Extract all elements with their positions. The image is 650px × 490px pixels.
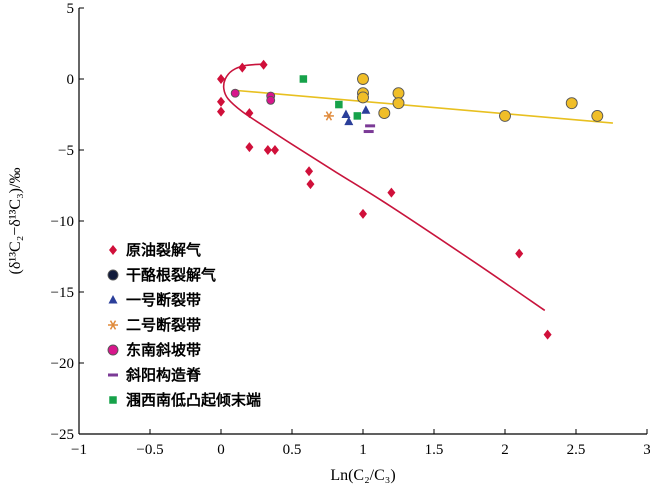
data-point (259, 59, 268, 70)
legend-marker (108, 320, 118, 330)
data-point (245, 142, 254, 153)
legend-label: 斜阳构造脊 (125, 366, 202, 384)
data-point (357, 91, 369, 104)
x-axis-label: Ln(C₂/C₃) (330, 467, 395, 484)
data-point (392, 97, 405, 110)
data-point (270, 145, 279, 155)
data-point (378, 107, 391, 120)
data-point (299, 75, 308, 83)
data-point (591, 109, 604, 122)
y-tick-label: −20 (51, 356, 74, 372)
y-tick-label: −5 (58, 143, 74, 159)
y-axis-label: (δ¹³C₂−δ¹³C₃)/‰ (7, 168, 24, 275)
data-point (357, 73, 369, 85)
data-point (217, 106, 225, 117)
data-points (217, 59, 604, 340)
legend-marker (108, 295, 118, 304)
data-point (305, 166, 314, 177)
y-tick-label: −15 (51, 285, 74, 301)
trend-lines (222, 63, 613, 312)
data-point (353, 112, 362, 120)
x-tick-label: 0.5 (283, 442, 302, 458)
legend-marker (108, 373, 118, 377)
data-point (266, 95, 276, 105)
x-tick-label: −1 (71, 442, 87, 458)
x-tick-label: 0 (217, 442, 225, 458)
data-point (217, 96, 225, 107)
y-tick-label: −25 (51, 427, 74, 443)
legend-marker (109, 245, 117, 255)
data-point (361, 105, 371, 114)
data-point (263, 145, 272, 155)
y-tick-label: 0 (67, 72, 75, 88)
data-point (238, 62, 247, 73)
data-point (543, 329, 552, 340)
data-point (365, 124, 376, 128)
legend-label: 东南斜坡带 (126, 341, 201, 359)
legend-label: 二号断裂带 (126, 316, 201, 334)
asterisk-stroke (109, 320, 117, 330)
legend-label: 原油裂解气 (126, 241, 201, 259)
data-point (359, 208, 367, 219)
legend-label: 一号断裂带 (126, 291, 201, 309)
x-tick-label: 3 (643, 442, 650, 458)
data-point (217, 74, 225, 84)
data-point (335, 100, 343, 109)
legend-label: 干酪根裂解气 (126, 266, 216, 284)
data-point (499, 109, 511, 122)
data-point (392, 87, 405, 100)
x-tick-label: 1.5 (425, 442, 444, 458)
data-point (323, 111, 334, 121)
axis-ticks: −1 −0.5 0 0.5 1 1.5 2 2.5 3 5 0 −5 −10 −15 −20 −25 (51, 1, 650, 458)
data-point (387, 187, 396, 198)
x-tick-label: 1 (359, 442, 367, 458)
x-tick-label: 2 (501, 442, 509, 458)
y-tick-label: 5 (67, 1, 75, 17)
asterisk-stroke (325, 111, 333, 121)
data-point (306, 179, 315, 190)
data-point (341, 109, 351, 118)
data-point (515, 248, 524, 259)
legend-marker (107, 269, 119, 281)
data-point (363, 130, 374, 134)
data-point (344, 116, 354, 126)
trend-line (235, 89, 613, 124)
data-point (245, 108, 254, 119)
legend-marker (107, 344, 119, 356)
x-tick-label: 2.5 (567, 442, 586, 458)
x-tick-label: −0.5 (136, 442, 163, 458)
data-point (230, 88, 240, 98)
legend-label: 涠西南低凸起倾末端 (126, 391, 261, 409)
data-point (565, 97, 578, 110)
legend-marker (109, 396, 117, 404)
y-tick-label: −10 (51, 214, 74, 230)
